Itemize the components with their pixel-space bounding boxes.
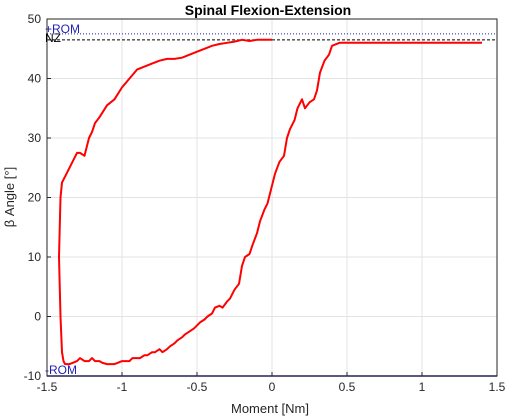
chart-title: Spinal Flexion-Extension <box>185 2 351 18</box>
reference-label: -ROM <box>45 363 77 377</box>
y-tick-label: -10 <box>24 369 42 383</box>
y-tick-label: 10 <box>28 250 42 264</box>
x-tick-label: -1 <box>117 380 128 394</box>
y-tick-label: 40 <box>28 72 42 86</box>
x-tick-label: -1.5 <box>37 380 58 394</box>
axis-ticks: -1.5 -1 -0.5 0 0.5 1 1.5 -10 0 10 20 30 40 50 <box>24 12 506 394</box>
reference-label: +ROM <box>45 22 80 36</box>
x-tick-label: 1 <box>419 380 426 394</box>
y-axis-label: β Angle [°] <box>2 167 17 227</box>
x-tick-label: 1.5 <box>489 380 506 394</box>
x-tick-label: -0.5 <box>187 380 208 394</box>
reference-label: NZ <box>45 31 61 45</box>
y-tick-label: 30 <box>28 131 42 145</box>
y-tick-label: 20 <box>28 191 42 205</box>
series-layer <box>58 38 482 366</box>
x-tick-label: 0 <box>269 380 276 394</box>
series-line <box>58 38 482 366</box>
x-axis-label: Moment [Nm] <box>231 401 309 416</box>
y-tick-label: 0 <box>34 310 41 324</box>
x-tick-label: 0.5 <box>339 380 356 394</box>
grid <box>46 18 498 377</box>
y-tick-label: 50 <box>28 12 42 26</box>
